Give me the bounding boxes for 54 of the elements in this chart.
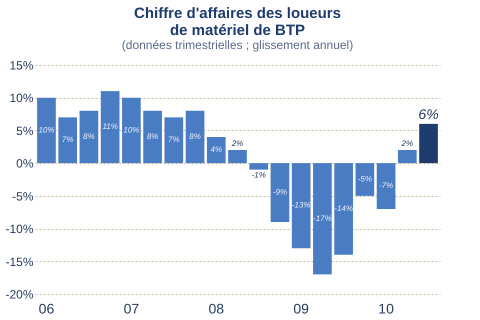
data-label: -17%: [313, 214, 332, 223]
data-label: 2%: [400, 139, 414, 148]
bar: [186, 110, 204, 164]
bar: [419, 124, 438, 164]
x-tick-label: 08: [208, 300, 224, 316]
y-tick-label: -15%: [5, 254, 34, 269]
data-label: 11%: [102, 122, 118, 132]
data-label: 8%: [146, 132, 158, 141]
y-tick-label: 0%: [16, 156, 34, 171]
bar: [270, 163, 290, 222]
y-tick-label: 15%: [9, 58, 34, 72]
bar: [206, 136, 226, 164]
chart-subtitle: (données trimestrielles ; glissement annuel): [122, 38, 354, 52]
data-label: 8%: [83, 132, 95, 141]
text: Chiffre d'affaires des loueurs: [134, 5, 341, 22]
data-label: -1%: [252, 170, 266, 180]
data-label: 4%: [210, 145, 222, 154]
x-tick-label: 06: [38, 300, 54, 316]
data-label: 10%: [38, 125, 54, 134]
y-tick-label: -10%: [5, 222, 34, 236]
bar: [334, 163, 353, 255]
data-label: -5%: [358, 174, 372, 184]
data-label: -7%: [378, 181, 394, 190]
bar: [398, 150, 417, 164]
data-label: 2%: [230, 139, 244, 148]
data-label: 7%: [168, 135, 180, 144]
bar: [37, 98, 56, 164]
bar: [249, 163, 268, 170]
x-tick-label: 09: [293, 300, 310, 316]
y-tick-label: -20%: [5, 288, 34, 302]
y-tick-label: -5%: [12, 189, 34, 204]
bar: [122, 98, 141, 164]
data-label: 10%: [123, 125, 140, 134]
data-label: 6%: [418, 106, 439, 122]
data-label: 7%: [62, 135, 74, 144]
text: de matériel de BTP: [170, 22, 306, 39]
bar: [143, 110, 162, 164]
data-label: -9%: [272, 188, 288, 197]
bar: [376, 163, 396, 209]
bar: [356, 163, 374, 196]
x-tick-label: 10: [378, 300, 394, 316]
bar: [292, 163, 311, 248]
data-label: -14%: [334, 204, 353, 213]
bar: [313, 163, 332, 274]
y-tick-label: 5%: [16, 124, 34, 138]
x-tick-label: 07: [124, 300, 140, 316]
data-label: 8%: [189, 132, 201, 141]
bar: [164, 117, 184, 164]
y-tick-label: 10%: [9, 91, 34, 106]
bar: [100, 91, 120, 164]
data-label: -13%: [292, 200, 311, 210]
bar: [228, 150, 247, 164]
bar: [58, 117, 78, 164]
bar: [80, 110, 98, 164]
